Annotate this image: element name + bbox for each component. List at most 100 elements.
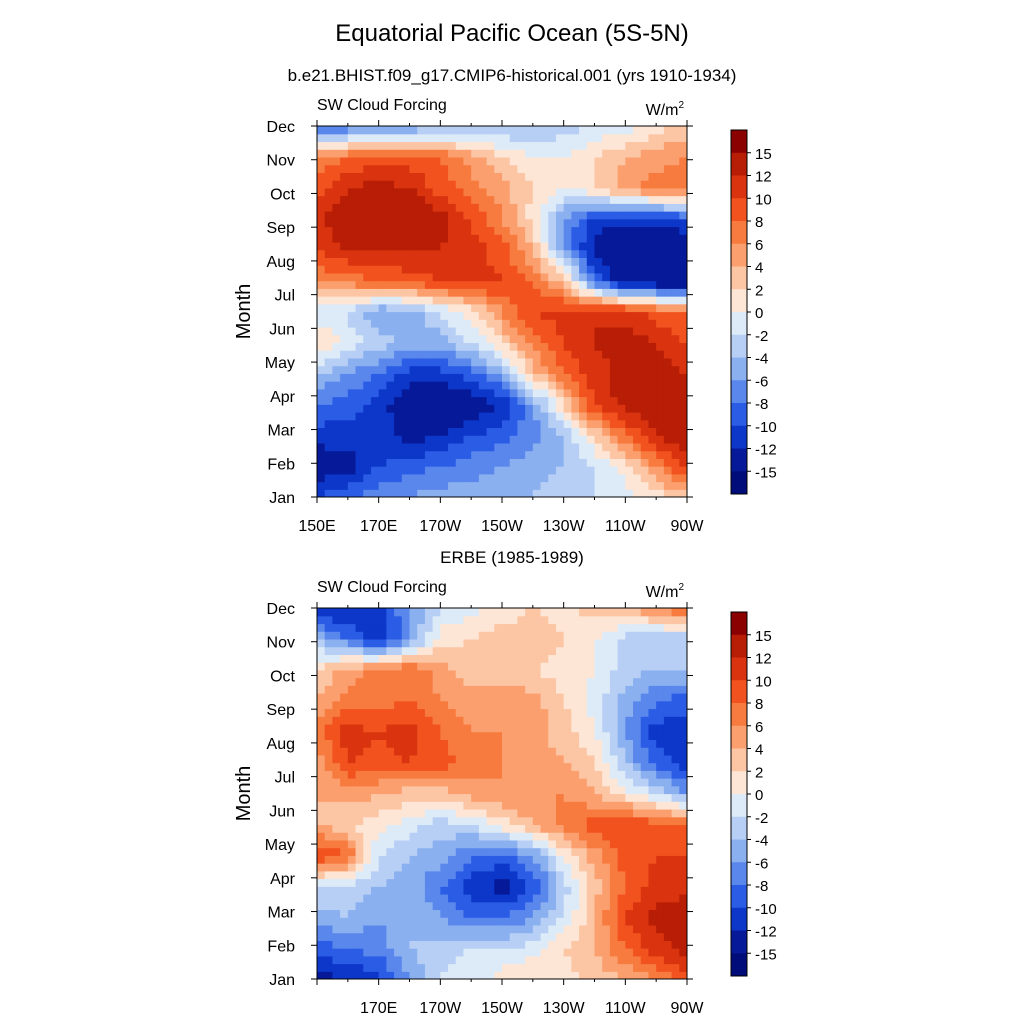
heatmap-cell [586, 187, 596, 197]
heatmap-cell [594, 234, 603, 243]
heatmap-cell [378, 234, 387, 243]
heatmap-cell [671, 832, 680, 841]
heatmap-cell [571, 971, 580, 979]
heatmap-cell [525, 427, 534, 436]
heatmap-cell [424, 411, 434, 421]
heatmap-cell [586, 747, 596, 756]
heatmap-cell [640, 280, 650, 289]
heatmap-cell [563, 141, 572, 150]
heatmap-cell [455, 156, 465, 166]
heatmap-cell [679, 133, 687, 143]
heatmap-cell [679, 489, 687, 497]
heatmap-cell [563, 631, 572, 640]
heatmap-cell [363, 334, 372, 344]
heatmap-cell [440, 948, 449, 957]
heatmap-cell [640, 303, 650, 313]
heatmap-cell [363, 963, 372, 972]
heatmap-cell [648, 195, 657, 204]
heatmap-cell [548, 481, 557, 490]
heatmap-cell [625, 257, 634, 266]
heatmap-cell [424, 481, 434, 490]
heatmap-cell [540, 909, 549, 918]
heatmap-cell [355, 473, 364, 483]
colorbar-box [731, 198, 747, 222]
heatmap-cell [340, 195, 349, 204]
heatmap-cell [401, 381, 411, 390]
heatmap-cell [609, 932, 619, 941]
heatmap-cell [478, 419, 488, 429]
heatmap-cell [494, 700, 503, 710]
heatmap-cell [579, 793, 588, 802]
heatmap-cell [332, 280, 341, 289]
heatmap-cell [363, 615, 372, 625]
heatmap-cell [363, 141, 372, 150]
heatmap-cell [370, 932, 380, 941]
heatmap-cell [517, 203, 526, 212]
heatmap-cell [517, 901, 526, 911]
heatmap-cell [602, 442, 611, 452]
heatmap-cell [401, 435, 411, 444]
heatmap-cell [586, 716, 596, 725]
heatmap-cell [440, 886, 449, 895]
heatmap-cell [602, 708, 611, 717]
heatmap-cell [347, 141, 357, 150]
heatmap-cell [502, 404, 511, 413]
heatmap-cell [532, 218, 542, 228]
heatmap-cell [324, 373, 334, 382]
heatmap-cell [355, 785, 364, 795]
heatmap-cell [571, 785, 580, 795]
heatmap-cell [517, 388, 526, 398]
heatmap-cell [494, 808, 503, 818]
heatmap-cell [317, 785, 326, 795]
heatmap-cell [363, 932, 372, 941]
heatmap-cell [340, 932, 349, 941]
heatmap-cell [409, 754, 418, 764]
heatmap-cell [594, 924, 603, 934]
heatmap-cell [609, 334, 619, 344]
heatmap-cell [625, 754, 634, 764]
heatmap-cell [478, 350, 488, 359]
heatmap-cell [648, 948, 657, 957]
heatmap-cell [532, 808, 542, 818]
heatmap-cell [394, 855, 403, 864]
heatmap-cell [432, 924, 441, 934]
heatmap-cell [409, 839, 418, 849]
heatmap-cell [648, 381, 657, 390]
heatmap-cell [478, 126, 488, 135]
heatmap-cell [494, 133, 503, 143]
units-string: W/m2 [646, 582, 685, 601]
heatmap-cell [494, 357, 503, 367]
heatmap-cell [571, 878, 580, 887]
heatmap-cell [455, 940, 465, 949]
heatmap-cell [586, 489, 596, 497]
heatmap-cell [363, 754, 372, 764]
heatmap-cell [648, 886, 657, 895]
colorbar-label: 0 [755, 305, 763, 322]
heatmap-cell [579, 265, 588, 274]
heatmap-cell [502, 156, 511, 166]
heatmap-cell [409, 631, 418, 640]
heatmap-cell [340, 785, 349, 795]
heatmap-cell [594, 172, 603, 181]
heatmap-cell [502, 693, 511, 702]
heatmap-cell [679, 350, 687, 359]
heatmap-cell [448, 435, 457, 444]
heatmap-cell [401, 909, 411, 918]
heatmap-cell [424, 241, 434, 251]
heatmap-cell [671, 870, 680, 880]
heatmap-cell [602, 149, 611, 158]
heatmap-cell [378, 373, 387, 382]
heatmap-cell [340, 762, 349, 771]
heatmap-cell [455, 863, 465, 872]
heatmap-cell [324, 754, 334, 764]
heatmap-cell [478, 762, 488, 771]
heatmap-cell [579, 411, 588, 421]
heatmap-cell [494, 638, 503, 648]
heatmap-cell [432, 878, 441, 887]
heatmap-cell [394, 303, 403, 313]
heatmap-cell [478, 311, 488, 320]
heatmap-cell [563, 296, 572, 305]
heatmap-cell [679, 326, 687, 336]
heatmap-cell [494, 326, 503, 336]
heatmap-cell [378, 404, 387, 413]
